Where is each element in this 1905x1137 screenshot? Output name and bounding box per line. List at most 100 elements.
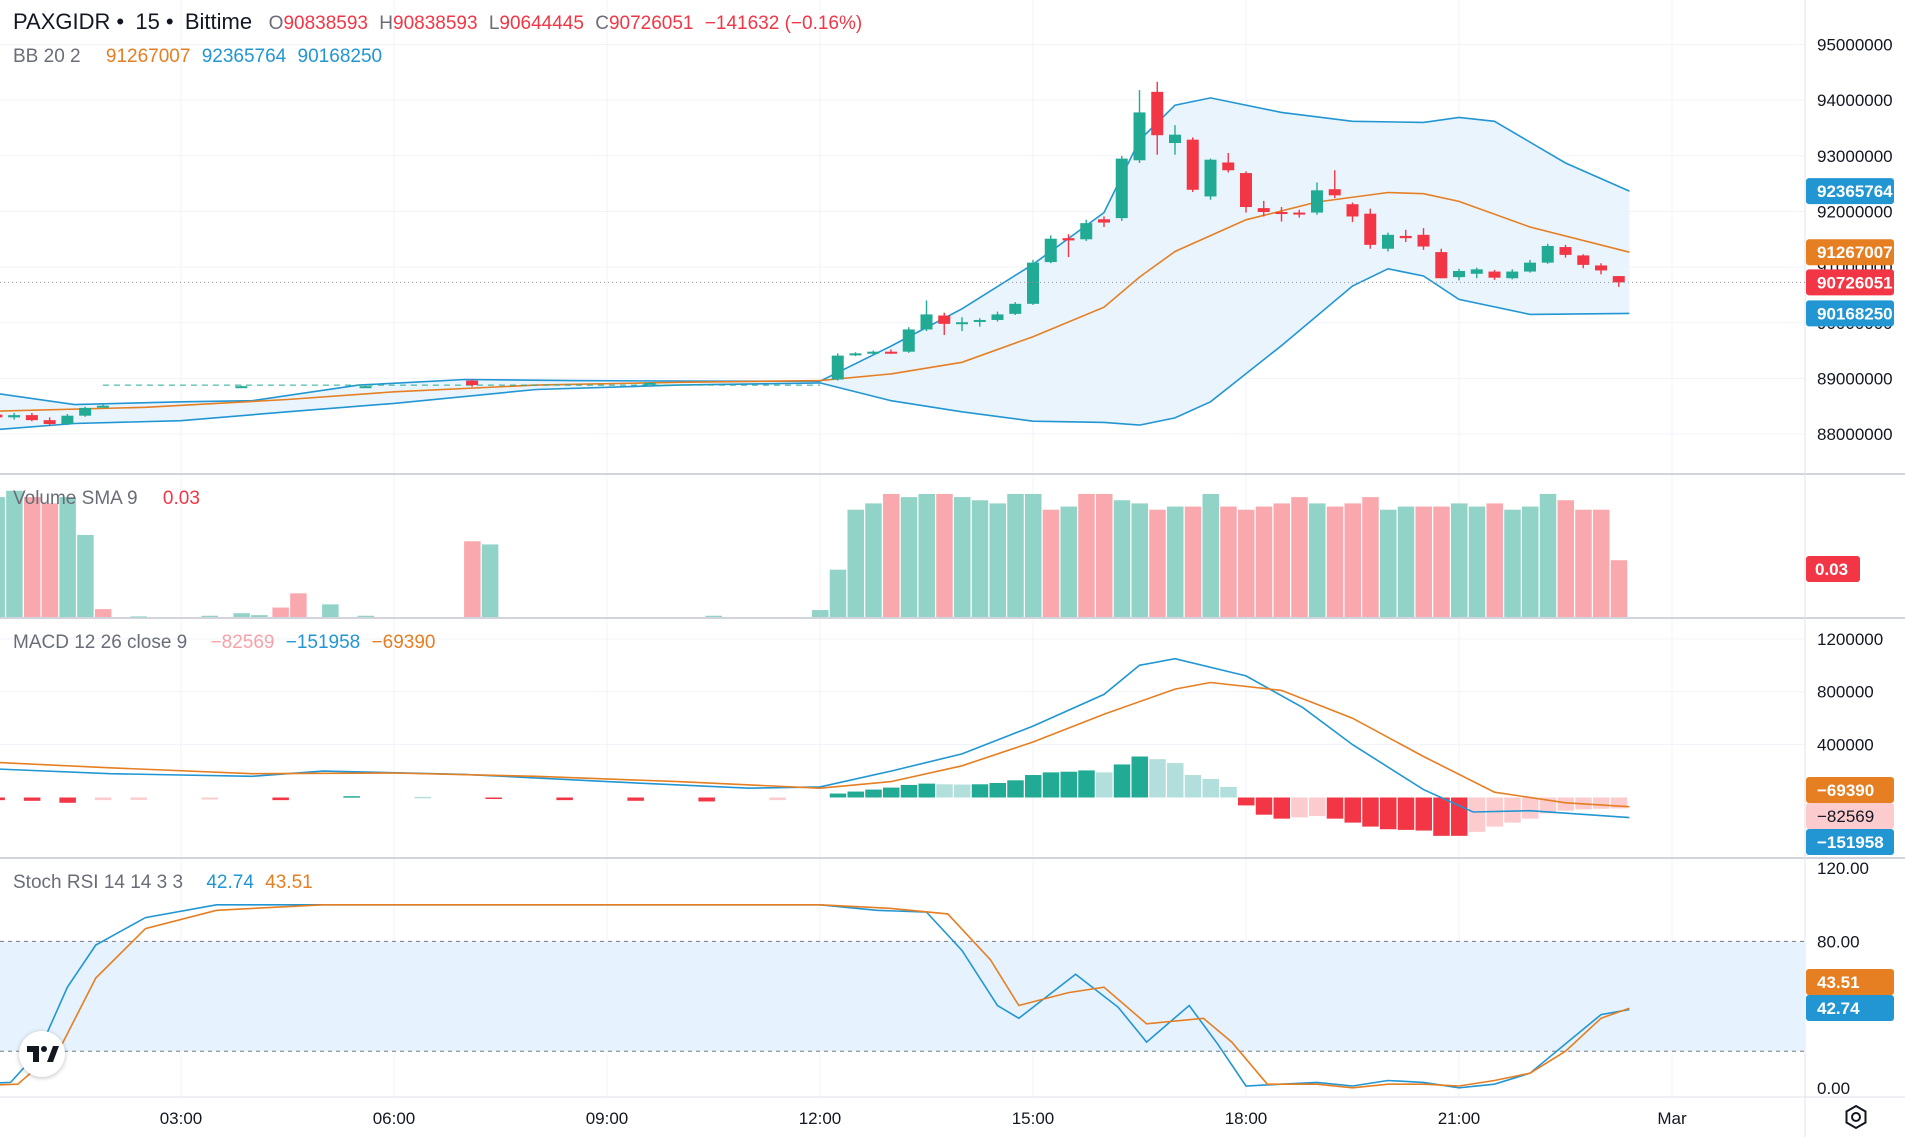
candle-down	[885, 351, 897, 354]
macd-histogram-bar	[1078, 770, 1095, 798]
macd-histogram-bar	[989, 782, 1006, 798]
candle-down	[1240, 173, 1252, 208]
volume-bar-up	[233, 613, 250, 617]
candle-down	[466, 380, 479, 386]
candle-up	[920, 314, 933, 330]
candle-down	[1257, 208, 1270, 213]
macd-axis-tick-label: 400000	[1817, 736, 1874, 755]
volume-bar-down	[1362, 497, 1379, 617]
candle-down	[1595, 265, 1607, 271]
macd-histogram-bar	[1468, 797, 1486, 832]
volume-value-tag: 0.03	[1806, 556, 1860, 582]
symbol-name[interactable]: PAXGIDR	[13, 9, 111, 34]
volume-bar-up	[1397, 506, 1415, 617]
bb-upper-value: 92365764	[201, 46, 287, 67]
volume-bar-down	[1096, 493, 1113, 617]
tradingview-logo-icon[interactable]	[19, 1031, 65, 1077]
volume-bar-down	[1255, 506, 1273, 617]
bb-legend[interactable]: BB 20 2 91267007 92365764 90168250	[13, 46, 388, 68]
stoch-k-tag-text: 42.74	[1817, 999, 1860, 1018]
candle-up	[61, 415, 74, 425]
price-axis-tick-label: 92000000	[1817, 202, 1893, 221]
volume-bar-down	[1433, 506, 1450, 617]
last-price-tag: 90726051	[1806, 269, 1894, 296]
time-axis-tick-label: 09:00	[586, 1109, 629, 1128]
volume-bar-down	[883, 493, 900, 617]
candle-up	[96, 405, 109, 408]
macd-histogram-bar	[883, 787, 900, 798]
settings-gear-icon[interactable]	[1842, 1103, 1870, 1131]
macd-line-tag-text: −151958	[1817, 833, 1884, 852]
candle-down	[1293, 212, 1306, 215]
legend-sep-2: •	[165, 9, 174, 34]
volume-bar-up	[1202, 493, 1219, 617]
candle-up	[1311, 190, 1323, 213]
price-axis-tick-label: 95000000	[1817, 36, 1893, 55]
price-axis-tick-label: 94000000	[1817, 91, 1893, 110]
candle-down	[1346, 204, 1359, 217]
stoch-k-tag-box	[1806, 995, 1894, 1021]
candle-down	[1399, 235, 1412, 239]
macd-histogram-bar	[1326, 797, 1344, 819]
volume-bar-up	[201, 615, 218, 617]
volume-bar-up	[1522, 506, 1539, 617]
macd-histogram-bar	[1415, 797, 1432, 831]
time-axis-tick-label: Mar	[1657, 1109, 1687, 1128]
volume-bar-down	[936, 493, 953, 617]
bb-lower-price-tag-text: 90168250	[1817, 304, 1893, 323]
candle-up	[359, 386, 372, 389]
macd-histogram-bar	[918, 783, 935, 798]
stoch-legend[interactable]: Stoch RSI 14 14 3 3 42.74 43.51	[13, 872, 319, 894]
candle-up	[1453, 271, 1465, 278]
volume-bar-up	[971, 500, 989, 617]
stoch-band-fill	[0, 941, 1805, 1052]
volume-bar-down	[1344, 503, 1361, 617]
macd-legend[interactable]: MACD 12 26 close 9 −82569 −151958 −69390	[13, 632, 441, 654]
volume-bar-up	[1025, 493, 1042, 617]
time-axis-tick-label: 21:00	[1438, 1109, 1481, 1128]
bb-lower-line	[0, 267, 1630, 431]
candle-up	[1044, 238, 1057, 263]
bb-lower-price-tag: 90168250	[1806, 300, 1894, 327]
volume-bar-up	[1060, 506, 1077, 617]
candle-up	[1169, 134, 1181, 144]
candle-up	[831, 355, 844, 380]
candle-up	[1524, 262, 1536, 272]
volume-legend[interactable]: Volume SMA 9 0.03	[13, 488, 206, 510]
stoch-d-tag-box	[1806, 969, 1894, 995]
macd-line-tag: −151958	[1806, 829, 1894, 855]
volume-bar-up	[1380, 509, 1397, 617]
macd-histogram-bar	[343, 796, 360, 798]
candle-down	[1062, 238, 1075, 241]
macd-histogram-bar	[1025, 775, 1042, 798]
volume-tag-text: 0.03	[1815, 560, 1848, 579]
volume-bar-up	[705, 615, 722, 617]
macd-histogram-bar	[272, 797, 289, 801]
candle-down	[938, 315, 951, 324]
macd-histogram-bar	[59, 797, 76, 803]
candle-down	[1435, 252, 1448, 279]
volume-bar-up	[989, 503, 1006, 617]
time-axis-tick-label: 18:00	[1225, 1109, 1268, 1128]
candle-down	[1222, 162, 1235, 171]
bb-basis-price-tag-text: 91267007	[1817, 243, 1893, 262]
volume-bar-up	[1131, 503, 1148, 617]
macd-hist-tag-box	[1806, 803, 1894, 829]
last-price-tag-box	[1806, 269, 1894, 296]
macd-histogram-bar	[556, 797, 573, 801]
volume-bar-down	[1184, 506, 1202, 617]
legend-sep-1: •	[116, 9, 125, 34]
macd-line-tag-box	[1806, 829, 1894, 855]
macd-histogram-bar	[130, 797, 147, 800]
macd-histogram-bar	[1096, 772, 1113, 798]
open-value: 90838593	[283, 13, 368, 34]
candle-up	[1470, 269, 1483, 274]
volume-bar-up	[59, 497, 76, 617]
macd-histogram-bar	[1113, 764, 1131, 798]
macd-histogram-bar	[1362, 797, 1379, 827]
stoch-axis-tick-label: 80.00	[1817, 932, 1860, 951]
stoch-d-tag-text: 43.51	[1817, 973, 1860, 992]
interval-label[interactable]: 15	[135, 9, 160, 34]
price-axis-tick-label: 88000000	[1817, 425, 1893, 444]
